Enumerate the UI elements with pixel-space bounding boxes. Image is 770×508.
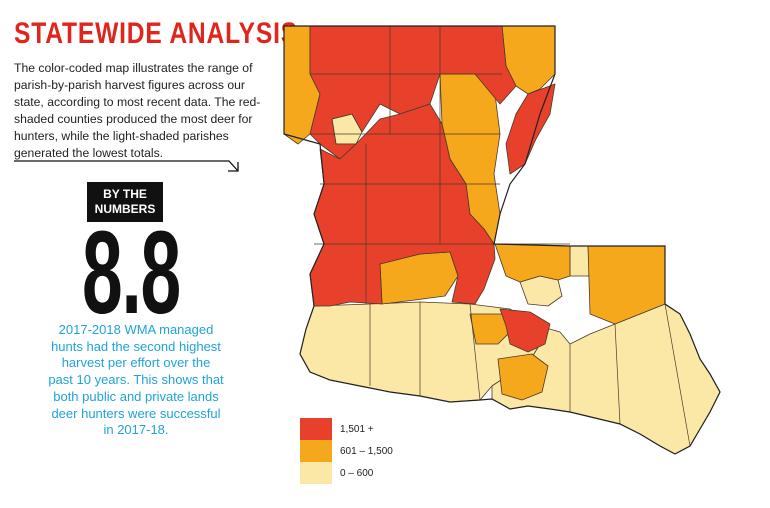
arrow-icon — [14, 160, 239, 172]
region-mid-south — [497, 353, 549, 401]
badge-line-2: NUMBERS — [94, 202, 156, 216]
louisiana-parish-map — [283, 25, 721, 455]
page-title: STATEWIDE ANALYSIS — [14, 17, 299, 50]
stat-description: 2017-2018 WMA managed hunts had the seco… — [48, 322, 224, 438]
legend-item-low: 0 – 600 — [300, 462, 393, 484]
legend-swatch-high — [300, 418, 332, 440]
badge-line-1: BY THE — [103, 187, 147, 201]
legend-item-high: 1,501 + — [300, 418, 393, 440]
region-mid-east — [494, 243, 571, 283]
legend-swatch-low — [300, 462, 332, 484]
intro-text: The color-coded map illustrates the rang… — [14, 61, 261, 160]
parish-lines — [310, 26, 691, 447]
by-the-numbers-badge: BY THE NUMBERS — [87, 182, 163, 222]
legend-label-high: 1,501 + — [340, 423, 374, 435]
region-low-north-east-strip — [569, 245, 591, 277]
region-high-southcentral — [499, 308, 551, 353]
region-mid-south-central — [469, 313, 511, 345]
legend-label-mid: 601 – 1,500 — [340, 445, 393, 457]
region-high-north — [309, 25, 517, 160]
big-stat-number: 8.8 — [82, 207, 181, 339]
map-legend: 1,501 + 601 – 1,500 0 – 600 — [300, 418, 393, 484]
legend-label-low: 0 – 600 — [340, 467, 374, 479]
legend-item-mid: 601 – 1,500 — [300, 440, 393, 462]
coastline — [283, 25, 721, 455]
legend-swatch-mid — [300, 440, 332, 462]
region-high-northeast — [505, 83, 556, 175]
